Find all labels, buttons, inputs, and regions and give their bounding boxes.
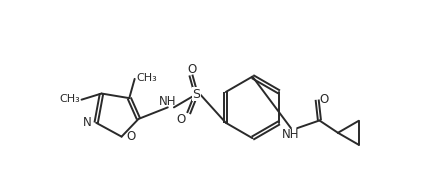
Text: NH: NH [159,95,176,108]
Text: O: O [176,113,186,126]
Text: S: S [192,88,200,101]
Text: NH: NH [282,128,300,141]
Text: O: O [319,93,329,106]
Text: CH₃: CH₃ [136,73,157,83]
Text: O: O [126,130,135,143]
Text: N: N [83,116,92,129]
Text: O: O [188,63,197,76]
Text: CH₃: CH₃ [59,94,80,104]
